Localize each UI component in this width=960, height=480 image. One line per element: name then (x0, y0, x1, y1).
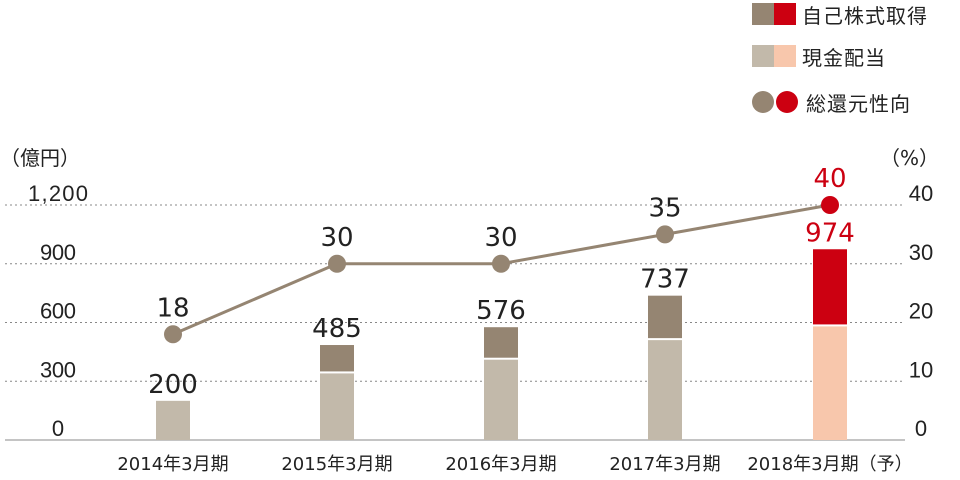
dividend-bar (648, 340, 682, 440)
legend-label-buyback: 自己株式取得 (802, 3, 928, 28)
dividend-bar (156, 400, 190, 440)
payout-label: 30 (320, 223, 353, 253)
buyback-swatch-forecast (774, 3, 796, 25)
payout-point (656, 225, 674, 244)
total-label: 485 (312, 314, 362, 344)
y2-tick-label: 30 (909, 240, 933, 265)
dividend-swatch-normal (752, 45, 774, 67)
legend: 自己株式取得 現金配当 総還元性向 (752, 0, 960, 120)
x-tick-label: 2017年3月期 (609, 454, 720, 475)
legend-item-payout: 総還元性向 (752, 88, 911, 116)
dividend-bar (813, 326, 847, 440)
legend-label-payout: 総還元性向 (806, 91, 911, 116)
total-label: 737 (640, 265, 690, 295)
y-tick-label: 1,200 (28, 181, 88, 206)
left-axis-unit: （億円） (0, 146, 80, 170)
x-tick-label: 2018年3月期（予） (747, 454, 912, 475)
legend-item-dividend: 現金配当 (752, 42, 886, 70)
legend-item-buyback: 自己株式取得 (752, 0, 928, 28)
y-tick-label: 600 (40, 299, 76, 324)
dividend-swatch-forecast (774, 45, 796, 67)
x-tick-label: 2016年3月期 (445, 454, 556, 475)
payout-label: 30 (484, 223, 517, 253)
right-axis-unit: （%） (880, 146, 939, 170)
payout-point (328, 254, 346, 273)
legend-label-dividend: 現金配当 (802, 45, 886, 70)
y2-tick-label: 0 (915, 416, 927, 441)
buyback-swatch-normal (752, 3, 774, 25)
payout-label: 35 (648, 193, 681, 223)
x-tick-label: 2014年3月期 (117, 454, 228, 475)
y-tick-label: 300 (40, 357, 76, 382)
y-tick-label: 0 (52, 416, 64, 441)
y2-tick-label: 20 (909, 299, 933, 324)
total-label: 200 (148, 370, 198, 400)
payout-point (821, 196, 839, 214)
buyback-bar (648, 295, 682, 339)
buyback-bar (813, 249, 847, 325)
y2-tick-label: 40 (909, 181, 933, 206)
dividend-bar (320, 373, 354, 440)
payout-point (164, 325, 182, 344)
buyback-bar (320, 345, 354, 372)
payout-dot-forecast (776, 91, 798, 113)
payout-point (492, 254, 510, 273)
y-tick-label: 900 (40, 240, 76, 265)
x-tick-label: 2015年3月期 (281, 454, 392, 475)
dividend-bar (484, 359, 518, 440)
buyback-bar (484, 327, 518, 358)
total-label: 576 (476, 296, 526, 326)
payout-dot-normal (752, 91, 774, 113)
y2-tick-label: 10 (909, 357, 933, 382)
payout-label: 18 (156, 293, 189, 323)
total-label: 974 (805, 218, 855, 248)
payout-label: 40 (813, 164, 846, 194)
